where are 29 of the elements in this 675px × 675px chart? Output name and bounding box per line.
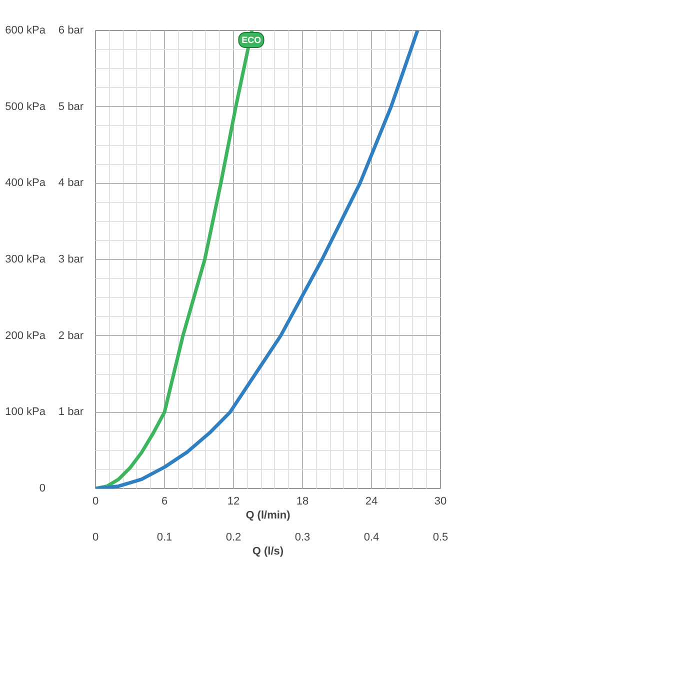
x-tick-label: 24	[365, 496, 378, 508]
x2-tick-label: 0.4	[364, 532, 380, 544]
y-tick-label: 100 kPa	[5, 406, 46, 418]
y2-tick-label: 1 bar	[58, 406, 84, 418]
y-tick-label: 0	[39, 482, 46, 494]
x2-tick-label: 0.5	[432, 532, 448, 544]
y-tick-label: 200 kPa	[5, 330, 46, 342]
x2-axis-title: Q (l/s)	[252, 546, 284, 558]
x2-tick-label: 0.1	[156, 532, 172, 544]
y2-tick-label: 2 bar	[58, 330, 84, 342]
x-tick-label: 0	[92, 496, 99, 508]
x2-tick-label: 0.3	[294, 532, 310, 544]
x-axis-title: Q (l/min)	[246, 510, 291, 522]
x2-tick-label: 0	[92, 532, 99, 544]
y2-tick-label: 4 bar	[58, 177, 84, 190]
y-tick-label: 500 kPa	[5, 100, 46, 113]
y2-tick-label: 3 bar	[58, 254, 84, 266]
y-tick-label: 300 kPa	[5, 254, 46, 266]
y2-tick-label: 5 bar	[58, 100, 84, 113]
y-tick-label: 600 kPa	[5, 24, 46, 36]
series-label: ECO	[238, 32, 264, 48]
x2-tick-label: 0.2	[226, 532, 242, 544]
y-tick-label: 400 kPa	[5, 177, 46, 190]
x-tick-label: 12	[227, 496, 240, 508]
x-tick-label: 30	[434, 496, 447, 508]
y2-tick-label: 6 bar	[58, 24, 84, 36]
x-tick-label: 6	[161, 496, 168, 508]
line-series	[96, 30, 420, 488]
x-tick-label: 18	[296, 496, 309, 508]
